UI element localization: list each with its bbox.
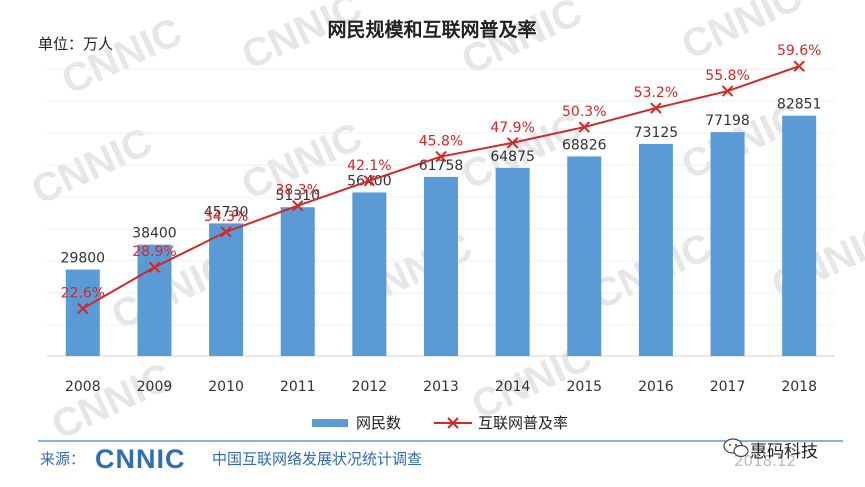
bar-value-label: 61758 <box>419 158 464 174</box>
bar-value-label: 64875 <box>490 149 535 165</box>
bar-value-label: 82851 <box>777 97 822 113</box>
bar-2009 <box>137 244 172 356</box>
legend-bar-label: 网民数 <box>356 414 401 432</box>
watermark-text: CNNIC <box>45 355 178 448</box>
unit-label: 单位：万人 <box>38 35 113 53</box>
rate-value-label: 22.6% <box>61 286 105 302</box>
legend: 网民数 互联网普及率 <box>312 414 568 432</box>
watermark-text: CNNIC <box>25 120 158 213</box>
bar-2008 <box>65 269 100 356</box>
legend-line-label: 互联网普及率 <box>478 414 568 432</box>
rate-value-label: 45.8% <box>419 134 463 150</box>
wechat-account-badge: 惠码科技 <box>750 442 818 462</box>
x-tick-labels: 2008 2009 2010 2011 2012 2013 2014 2015 2016 2017… <box>65 379 817 395</box>
bar-2014 <box>495 167 530 356</box>
x-tick-label: 2017 <box>710 379 746 395</box>
wechat-icon <box>723 438 749 458</box>
cnnic-logo: CNNIC <box>95 444 186 474</box>
rate-value-label: 59.6% <box>777 43 821 59</box>
rate-value-label: 50.3% <box>562 104 606 120</box>
bar-value-label: 45730 <box>204 204 249 220</box>
rate-point-marker <box>721 85 734 97</box>
rate-value-label: 47.9% <box>490 120 534 136</box>
rate-point-marker <box>506 137 519 149</box>
bar-2017 <box>710 132 745 356</box>
rate-value-label: 28.9% <box>132 244 176 260</box>
rate-point-marker <box>578 121 590 133</box>
legend-bar-swatch <box>312 419 348 427</box>
rate-point-marker <box>650 102 662 114</box>
bar-2010 <box>209 223 244 356</box>
rate-value-label: 42.1% <box>347 158 391 174</box>
bar-value-label: 51310 <box>275 188 320 204</box>
watermark-text: CNNIC <box>55 10 188 103</box>
source-prefix: 来源： <box>40 450 85 468</box>
bar-2013 <box>424 176 458 356</box>
x-tick-label: 2016 <box>638 379 674 395</box>
rate-point-marker <box>363 175 376 187</box>
x-tick-label: 2015 <box>566 379 602 395</box>
x-tick-label: 2010 <box>208 379 244 395</box>
rate-point-marker <box>793 60 805 72</box>
bar-2018 <box>782 115 817 356</box>
x-tick-label: 2009 <box>137 379 173 395</box>
report-date: 2018.12 <box>734 452 796 470</box>
rate-point-marker <box>220 226 232 238</box>
source-name: 中国互联网络发展状况统计调查 <box>212 450 422 468</box>
chart-title: 网民规模和互联网普及率 <box>327 18 536 41</box>
bar-value-label: 29800 <box>61 251 106 267</box>
watermark-text: CNNIC <box>455 0 588 83</box>
x-tick-label: 2018 <box>781 379 817 395</box>
rate-point-marker <box>77 302 89 315</box>
bar-2015 <box>567 156 602 356</box>
rate-series: 22.6% 28.9% 34.3% 38.3% 42.1% 45.8% 47.9% 50.3%… <box>61 43 821 315</box>
bar-value-label: 73125 <box>634 125 679 141</box>
rate-value-label: 34.3% <box>204 209 248 225</box>
rate-value-label: 38.3% <box>275 183 319 199</box>
x-tick-label: 2008 <box>65 379 101 395</box>
x-tick-label: 2013 <box>423 379 459 395</box>
legend-line-marker <box>447 417 459 429</box>
bar-value-label: 68826 <box>562 137 607 153</box>
x-tick-label: 2011 <box>280 379 316 395</box>
rate-value-label: 53.2% <box>634 85 678 101</box>
rate-point-marker <box>292 199 304 212</box>
bar-2012 <box>352 192 387 356</box>
x-tick-label: 2012 <box>352 379 388 395</box>
x-tick-label: 2014 <box>495 379 531 395</box>
rate-point-marker <box>148 261 161 273</box>
bar-2016 <box>638 143 673 356</box>
bar-value-label: 38400 <box>132 226 177 242</box>
bar-2011 <box>280 207 315 356</box>
rate-point-marker <box>435 150 447 163</box>
bar-value-label: 77198 <box>705 113 750 129</box>
rate-value-label: 55.8% <box>705 68 749 84</box>
